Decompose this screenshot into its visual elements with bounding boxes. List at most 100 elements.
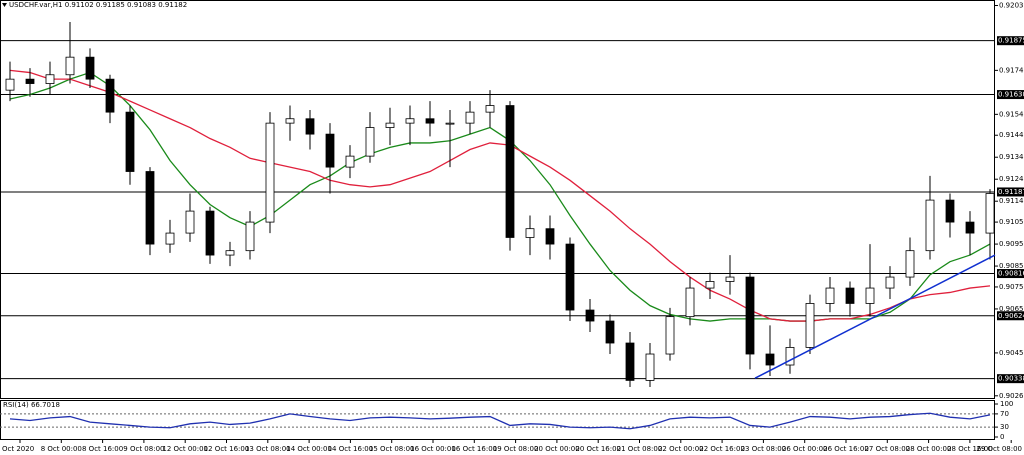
candle-body [965, 221, 975, 234]
x-tick-label: 19 Oct 08:00 [493, 445, 539, 453]
y-tick-label: 0.90755 [999, 283, 1024, 291]
candle-body [465, 111, 475, 124]
candle-body [485, 105, 495, 113]
x-tick-label: 13 Oct 08:00 [245, 445, 291, 453]
y-tick-label: 0.91145 [999, 197, 1024, 205]
level-box [997, 269, 1024, 279]
x-tick-label: 26 Oct 00:00 [782, 445, 828, 453]
candle-body [585, 309, 595, 322]
rsi-line [9, 412, 991, 430]
candle-body [625, 342, 635, 381]
x-tick-label: 12 Oct 16:00 [204, 445, 250, 453]
candle-body [165, 232, 175, 245]
candle-body [265, 122, 275, 223]
candle-body [325, 133, 335, 168]
candle-body [865, 287, 875, 304]
x-tick-label: 26 Oct 16:00 [823, 445, 869, 453]
y-tick-label: 0.91345 [999, 153, 1024, 161]
x-tick-label: 16 Oct 16:00 [451, 445, 497, 453]
x-tick-label: 21 Oct 08:00 [617, 445, 663, 453]
rsi-label: RSI(14) 66.7018 [3, 401, 60, 409]
candle-body [545, 228, 555, 245]
x-tick-label: 15 Oct 08:00 [369, 445, 415, 453]
level-box [997, 90, 1024, 100]
level-label: 0.90816 [998, 270, 1024, 278]
candle-body [685, 287, 695, 318]
candle-body [245, 221, 255, 252]
x-tick-label: 9 Oct 08:00 [123, 445, 164, 453]
x-tick-label: 27 Oct 08:00 [864, 445, 910, 453]
candle-body [145, 171, 155, 245]
y-tick-label: 0.91445 [999, 131, 1024, 139]
x-tick-label: Oct 2020 [2, 445, 34, 453]
candle-body [5, 78, 15, 91]
y-tick-label: 0.91245 [999, 175, 1024, 183]
candle-body [845, 287, 855, 304]
y-tick-label: 0.92035 [999, 1, 1024, 9]
candle-body [605, 320, 615, 344]
moving-average [9, 69, 991, 322]
candle-body [765, 353, 775, 366]
candle-body [945, 199, 955, 223]
level-label: 0.91875 [998, 37, 1024, 45]
x-tick-label: 16 Oct 00:00 [410, 445, 456, 453]
rsi-tick-label: 100 [1000, 400, 1013, 408]
x-tick-label: 20 Oct 00:00 [534, 445, 580, 453]
candle-body [205, 210, 215, 256]
x-tick-label: 8 Oct 16:00 [82, 445, 123, 453]
candle-body [525, 228, 535, 238]
candle-body [565, 243, 575, 311]
candle-body [25, 78, 35, 84]
level-label: 0.90624 [998, 312, 1024, 320]
candle-body [805, 303, 815, 348]
x-tick-label: 29 Oct 08:00 [976, 445, 1022, 453]
candle-body [185, 210, 195, 234]
level-label: 0.90338 [998, 375, 1024, 383]
y-tick-label: 0.90455 [999, 349, 1024, 357]
candle-body [885, 276, 895, 289]
candle-body [405, 118, 415, 124]
candle-body [725, 276, 735, 282]
candle-body [285, 118, 295, 124]
main-panel [0, 0, 995, 399]
candle-body [505, 105, 515, 238]
candle-body [445, 122, 455, 125]
x-tick-label: 20 Oct 16:00 [575, 445, 621, 453]
trendline [754, 254, 996, 379]
rsi-tick-label: 30 [1000, 423, 1009, 431]
x-tick-label: 28 Oct 00:00 [906, 445, 952, 453]
candle-body [745, 276, 755, 355]
level-label: 0.91187 [998, 188, 1024, 196]
candle-body [105, 78, 115, 113]
level-box [997, 187, 1024, 197]
candle-body [665, 316, 675, 355]
x-tick-label: 8 Oct 00:00 [41, 445, 82, 453]
chart-title: USDCHF.var,H1 0.91102 0.91185 0.91083 0.… [9, 1, 187, 9]
x-tick-label: 14 Oct 00:00 [286, 445, 332, 453]
candle-body [985, 193, 995, 234]
candle-body [645, 353, 655, 381]
candle-body [345, 155, 355, 168]
candle-body [925, 199, 935, 252]
candle-body [385, 122, 395, 128]
level-box [997, 311, 1024, 321]
candle-body [425, 118, 435, 124]
candle-body [365, 127, 375, 157]
x-tick-label: 14 Oct 16:00 [328, 445, 374, 453]
candle-body [705, 281, 715, 289]
x-tick-label: 12 Oct 00:00 [162, 445, 208, 453]
rsi-tick-label: 70 [1000, 410, 1009, 418]
candle-body [65, 56, 75, 76]
candle-body [45, 74, 55, 84]
candle-body [785, 347, 795, 366]
x-tick-label: 28 Oct 16:00 [947, 445, 993, 453]
menu-arrow[interactable] [2, 3, 7, 7]
candle-body [905, 250, 915, 278]
x-tick-label: 22 Oct 16:00 [699, 445, 745, 453]
